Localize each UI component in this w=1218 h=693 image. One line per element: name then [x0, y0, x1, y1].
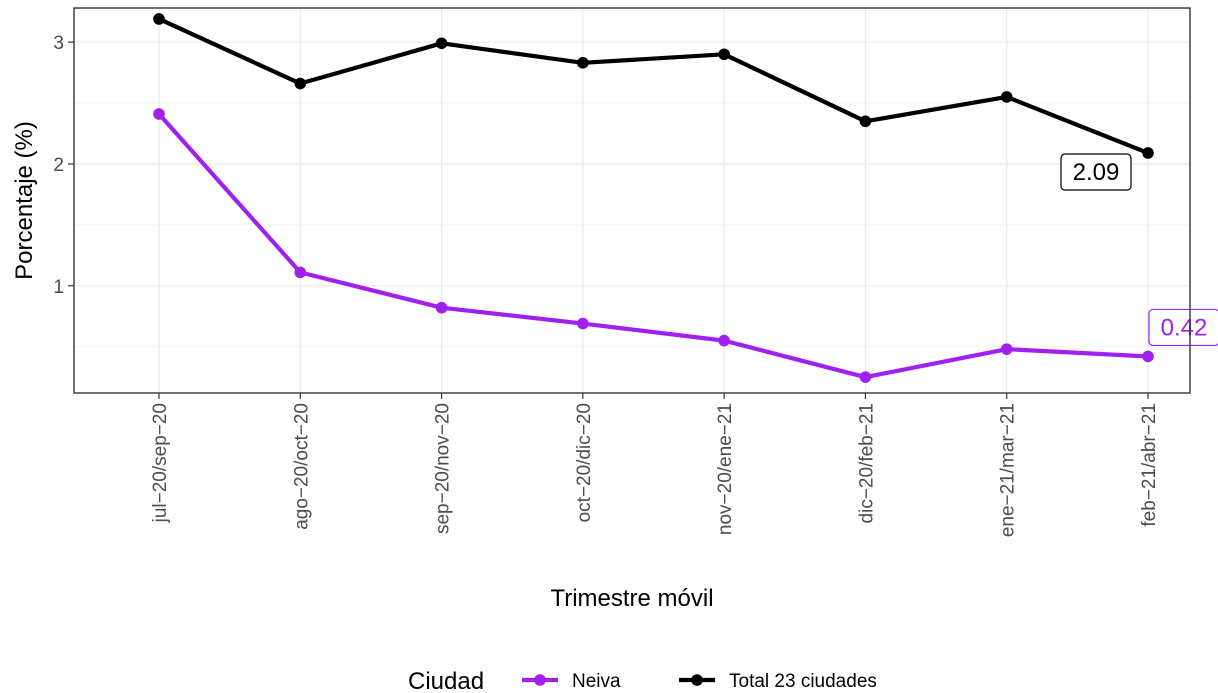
end-label: 0.42	[1148, 308, 1218, 347]
data-point	[859, 371, 872, 383]
x-tick-label: jul−20/sep−20	[150, 403, 171, 523]
data-point	[718, 48, 730, 61]
y-tick-label: 1	[53, 277, 64, 298]
data-point	[859, 115, 872, 128]
legend-label: Total 23 ciudades	[729, 671, 877, 692]
x-tick-label: dic−20/feb−21	[856, 403, 877, 523]
x-axis: jul−20/sep−20 ago−20/oct−20 sep−20/nov−20 o…	[150, 393, 1160, 537]
data-point	[294, 266, 307, 279]
data-point	[1000, 91, 1013, 103]
y-axis-title: Porcentaje (%)	[11, 121, 38, 280]
series-lines	[153, 13, 1154, 383]
end-label-text: 0.42	[1161, 314, 1208, 341]
x-tick-label: sep−20/nov−20	[433, 403, 454, 534]
legend-key-point	[534, 674, 546, 686]
data-point	[294, 77, 307, 90]
x-axis-title: Trimestre móvil	[550, 585, 713, 612]
end-label-box	[1060, 153, 1132, 191]
data-point	[153, 13, 165, 25]
plot-panel-border	[73, 7, 1191, 394]
end-label-box	[1148, 308, 1218, 347]
data-point	[577, 57, 589, 69]
legend-item: Neiva	[522, 671, 621, 692]
legend-label: Neiva	[572, 671, 621, 692]
end-labels: 0.42 2.09	[1060, 153, 1218, 347]
legend-title: Ciudad	[408, 668, 484, 693]
series-line	[158, 17, 1149, 155]
data-point	[435, 37, 448, 50]
x-tick-label: ene−21/mar−21	[998, 403, 1019, 537]
data-point	[718, 334, 730, 347]
data-point	[1000, 343, 1013, 355]
data-point	[577, 317, 589, 330]
data-point	[1142, 147, 1154, 159]
data-point	[153, 108, 165, 120]
x-tick-label: ago−20/oct−20	[291, 403, 312, 530]
data-point	[435, 301, 448, 314]
x-tick-label: nov−20/ene−21	[715, 403, 736, 535]
y-tick-label: 2	[53, 155, 64, 176]
y-tick-label: 3	[53, 33, 64, 54]
end-label-text: 2.09	[1073, 159, 1120, 186]
series-line	[157, 112, 1149, 380]
grid	[74, 8, 1190, 393]
x-tick-label: oct−20/dic−20	[574, 403, 595, 522]
legend: Ciudad Neiva Total 23 ciudades	[408, 668, 877, 693]
legend-item: Total 23 ciudades	[679, 671, 877, 692]
legend-key-point	[691, 674, 703, 686]
data-point	[1142, 350, 1154, 363]
y-axis: 1 2 3	[53, 33, 74, 298]
x-tick-label: feb−21/abr−21	[1139, 403, 1160, 527]
end-label: 2.09	[1060, 153, 1132, 191]
